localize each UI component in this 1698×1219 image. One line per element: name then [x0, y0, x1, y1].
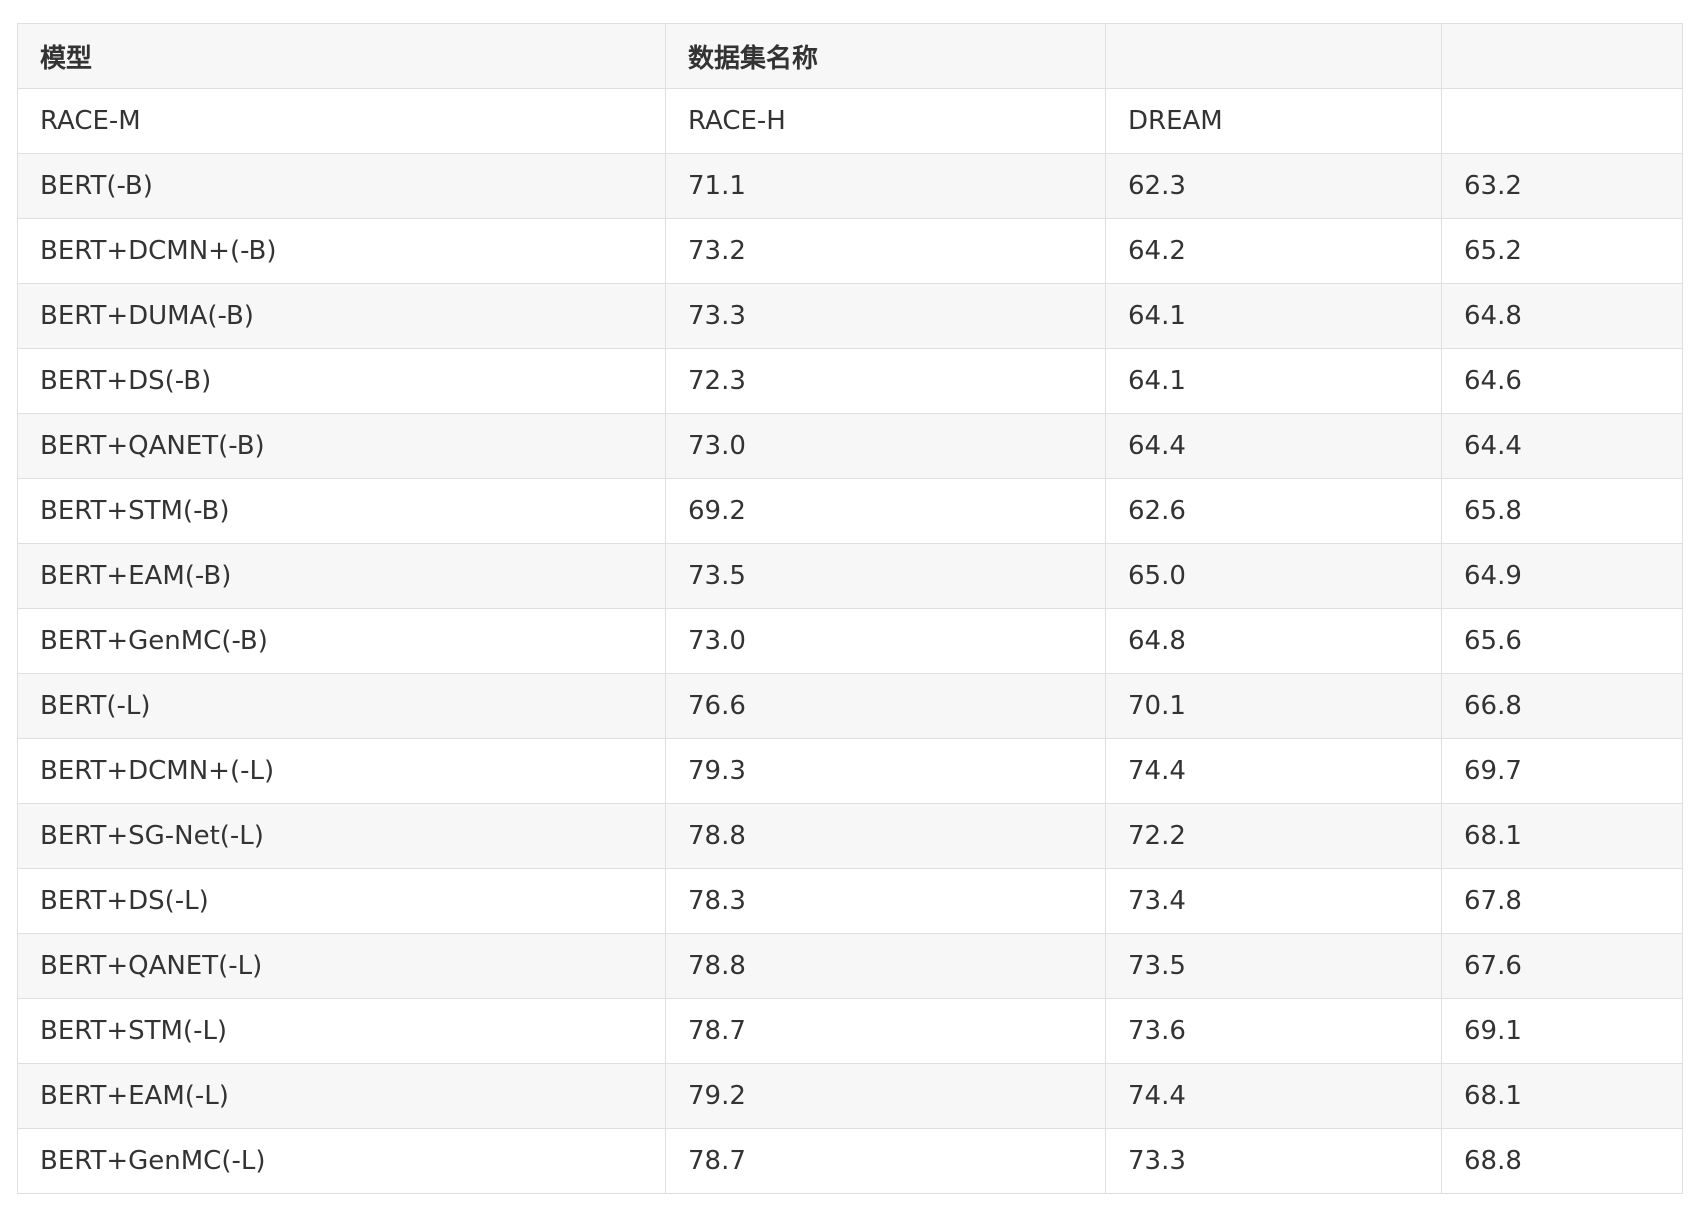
table-cell: BERT+EAM(-L) — [17, 1063, 666, 1129]
table-cell: BERT+SG-Net(-L) — [17, 803, 666, 869]
table-cell: 79.3 — [665, 738, 1106, 804]
table-cell: 69.1 — [1441, 998, 1683, 1064]
table-row: BERT(-L) 76.6 70.1 66.8 — [17, 673, 1683, 739]
table-cell: 76.6 — [665, 673, 1106, 739]
table-cell: 66.8 — [1441, 673, 1683, 739]
table-row: BERT+QANET(-B) 73.0 64.4 64.4 — [17, 413, 1683, 479]
table-row: BERT+STM(-B) 69.2 62.6 65.8 — [17, 478, 1683, 544]
table-header-row: 模型 数据集名称 — [17, 23, 1683, 89]
table-row: BERT+DS(-B) 72.3 64.1 64.6 — [17, 348, 1683, 414]
table-cell: 68.1 — [1441, 1063, 1683, 1129]
table-cell: 65.8 — [1441, 478, 1683, 544]
table-cell: 73.5 — [1105, 933, 1442, 999]
table-row: BERT+STM(-L) 78.7 73.6 69.1 — [17, 998, 1683, 1064]
table-row: RACE-M RACE-H DREAM — [17, 88, 1683, 154]
table-cell: 67.8 — [1441, 868, 1683, 934]
table-cell: 64.8 — [1441, 283, 1683, 349]
table-cell: BERT+DCMN+(-L) — [17, 738, 666, 804]
results-table-container: 模型 数据集名称 RACE-M RACE-H DREAM BERT(-B) 71.1 62… — [17, 23, 1683, 1194]
table-cell: BERT+DCMN+(-B) — [17, 218, 666, 284]
table-cell: 74.4 — [1105, 1063, 1442, 1129]
table-body: RACE-M RACE-H DREAM BERT(-B) 71.1 62.3 63.2 BER… — [17, 88, 1683, 1194]
table-row: BERT+EAM(-L) 79.2 74.4 68.1 — [17, 1063, 1683, 1129]
table-cell: 64.8 — [1105, 608, 1442, 674]
table-cell: 65.6 — [1441, 608, 1683, 674]
table-cell: 73.3 — [665, 283, 1106, 349]
table-cell: BERT+GenMC(-L) — [17, 1128, 666, 1194]
table-cell: BERT+QANET(-L) — [17, 933, 666, 999]
table-cell: 78.3 — [665, 868, 1106, 934]
table-cell: 64.1 — [1105, 283, 1442, 349]
table-cell: 69.7 — [1441, 738, 1683, 804]
table-cell: 78.7 — [665, 998, 1106, 1064]
table-cell: 73.0 — [665, 413, 1106, 479]
header-cell-3 — [1105, 23, 1442, 89]
table-row: BERT+DS(-L) 78.3 73.4 67.8 — [17, 868, 1683, 934]
table-cell: BERT(-L) — [17, 673, 666, 739]
table-cell: 73.0 — [665, 608, 1106, 674]
table-cell — [1441, 88, 1683, 154]
table-row: BERT+EAM(-B) 73.5 65.0 64.9 — [17, 543, 1683, 609]
table-cell: BERT+DS(-B) — [17, 348, 666, 414]
table-cell: 73.5 — [665, 543, 1106, 609]
table-cell: 72.3 — [665, 348, 1106, 414]
table-cell: BERT+STM(-L) — [17, 998, 666, 1064]
table-cell: 72.2 — [1105, 803, 1442, 869]
table-cell: 79.2 — [665, 1063, 1106, 1129]
table-row: BERT(-B) 71.1 62.3 63.2 — [17, 153, 1683, 219]
table-row: BERT+SG-Net(-L) 78.8 72.2 68.1 — [17, 803, 1683, 869]
table-cell: RACE-M — [17, 88, 666, 154]
table-cell: 78.8 — [665, 933, 1106, 999]
table-cell: 70.1 — [1105, 673, 1442, 739]
table-cell: BERT+EAM(-B) — [17, 543, 666, 609]
table-row: BERT+GenMC(-B) 73.0 64.8 65.6 — [17, 608, 1683, 674]
table-cell: 65.0 — [1105, 543, 1442, 609]
table-cell: 67.6 — [1441, 933, 1683, 999]
table-cell: 65.2 — [1441, 218, 1683, 284]
table-cell: BERT+GenMC(-B) — [17, 608, 666, 674]
table-cell: 73.2 — [665, 218, 1106, 284]
table-cell: 64.6 — [1441, 348, 1683, 414]
table-cell: DREAM — [1105, 88, 1442, 154]
table-cell: 73.3 — [1105, 1128, 1442, 1194]
table-cell: BERT+DUMA(-B) — [17, 283, 666, 349]
table-row: BERT+DCMN+(-L) 79.3 74.4 69.7 — [17, 738, 1683, 804]
table-cell: 63.2 — [1441, 153, 1683, 219]
table-cell: 64.1 — [1105, 348, 1442, 414]
table-cell: 74.4 — [1105, 738, 1442, 804]
table-cell: 78.7 — [665, 1128, 1106, 1194]
table-row: BERT+QANET(-L) 78.8 73.5 67.6 — [17, 933, 1683, 999]
header-cell-4 — [1441, 23, 1683, 89]
table-cell: 64.4 — [1441, 413, 1683, 479]
table-cell: RACE-H — [665, 88, 1106, 154]
table-row: BERT+DCMN+(-B) 73.2 64.2 65.2 — [17, 218, 1683, 284]
table-cell: 62.3 — [1105, 153, 1442, 219]
table-cell: 73.6 — [1105, 998, 1442, 1064]
table-cell: BERT+STM(-B) — [17, 478, 666, 544]
table-cell: 73.4 — [1105, 868, 1442, 934]
table-cell: BERT+QANET(-B) — [17, 413, 666, 479]
table-cell: 78.8 — [665, 803, 1106, 869]
table-cell: 71.1 — [665, 153, 1106, 219]
table-row: BERT+DUMA(-B) 73.3 64.1 64.8 — [17, 283, 1683, 349]
table-cell: 64.2 — [1105, 218, 1442, 284]
table-cell: 64.4 — [1105, 413, 1442, 479]
table-cell: 62.6 — [1105, 478, 1442, 544]
table-cell: 68.1 — [1441, 803, 1683, 869]
table-cell: 64.9 — [1441, 543, 1683, 609]
header-cell-model: 模型 — [17, 23, 666, 89]
results-table: 模型 数据集名称 RACE-M RACE-H DREAM BERT(-B) 71.1 62… — [17, 23, 1683, 1194]
table-cell: 69.2 — [665, 478, 1106, 544]
table-row: BERT+GenMC(-L) 78.7 73.3 68.8 — [17, 1128, 1683, 1194]
table-cell: 68.8 — [1441, 1128, 1683, 1194]
header-cell-dataset-name: 数据集名称 — [665, 23, 1106, 89]
table-cell: BERT(-B) — [17, 153, 666, 219]
table-cell: BERT+DS(-L) — [17, 868, 666, 934]
